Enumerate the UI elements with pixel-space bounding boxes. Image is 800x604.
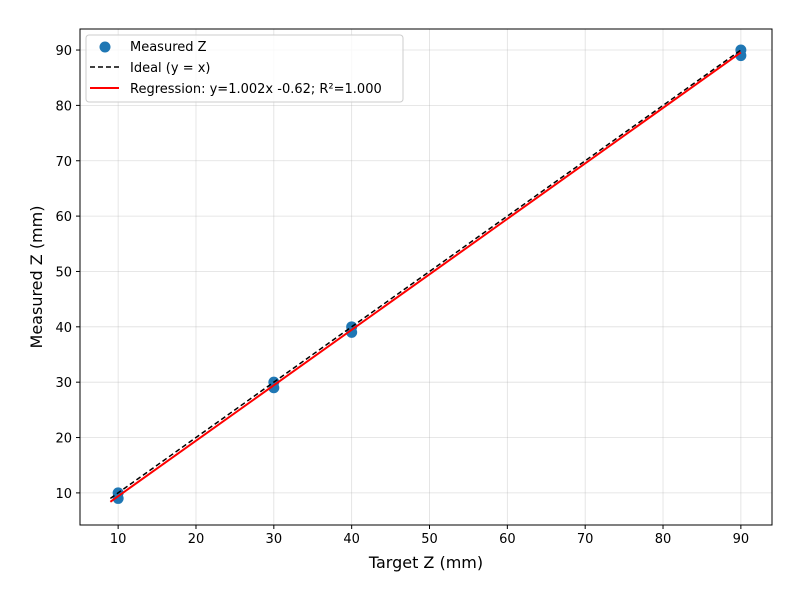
legend-marker-measured: [99, 41, 111, 53]
x-tick-label: 70: [577, 532, 594, 547]
x-tick-label: 60: [499, 532, 516, 547]
y-tick-label: 30: [55, 376, 72, 391]
y-tick-label: 20: [55, 432, 72, 447]
legend-label-ideal: Ideal (y = x): [130, 61, 210, 76]
legend-label-regression: Regression: y=1.002x -0.62; R²=1.000: [130, 82, 382, 97]
y-tick-label: 10: [55, 487, 72, 502]
x-tick-label: 80: [655, 532, 672, 547]
x-tick-label: 50: [421, 532, 438, 547]
y-tick-label: 70: [55, 155, 72, 170]
y-tick-label: 40: [55, 321, 72, 336]
x-tick-label: 90: [733, 532, 750, 547]
x-tick-label: 40: [343, 532, 360, 547]
y-axis-label: Measured Z (mm): [27, 206, 46, 349]
x-axis-label: Target Z (mm): [368, 553, 483, 572]
y-tick-label: 60: [55, 210, 72, 225]
axes-frame: [79, 28, 773, 526]
y-tick-label: 90: [55, 44, 72, 59]
data-point-measured: [112, 492, 124, 504]
regression-line: [109, 51, 742, 503]
x-tick-label: 20: [188, 532, 205, 547]
y-tick-label: 80: [55, 99, 72, 114]
x-tick-label: 30: [266, 532, 283, 547]
ideal-line: [109, 49, 742, 500]
y-tick-label: 50: [55, 265, 72, 280]
legend: Measured Z Ideal (y = x) Regression: y=1…: [85, 34, 404, 103]
legend-label-measured: Measured Z: [130, 40, 207, 55]
x-tick-label: 10: [110, 532, 127, 547]
